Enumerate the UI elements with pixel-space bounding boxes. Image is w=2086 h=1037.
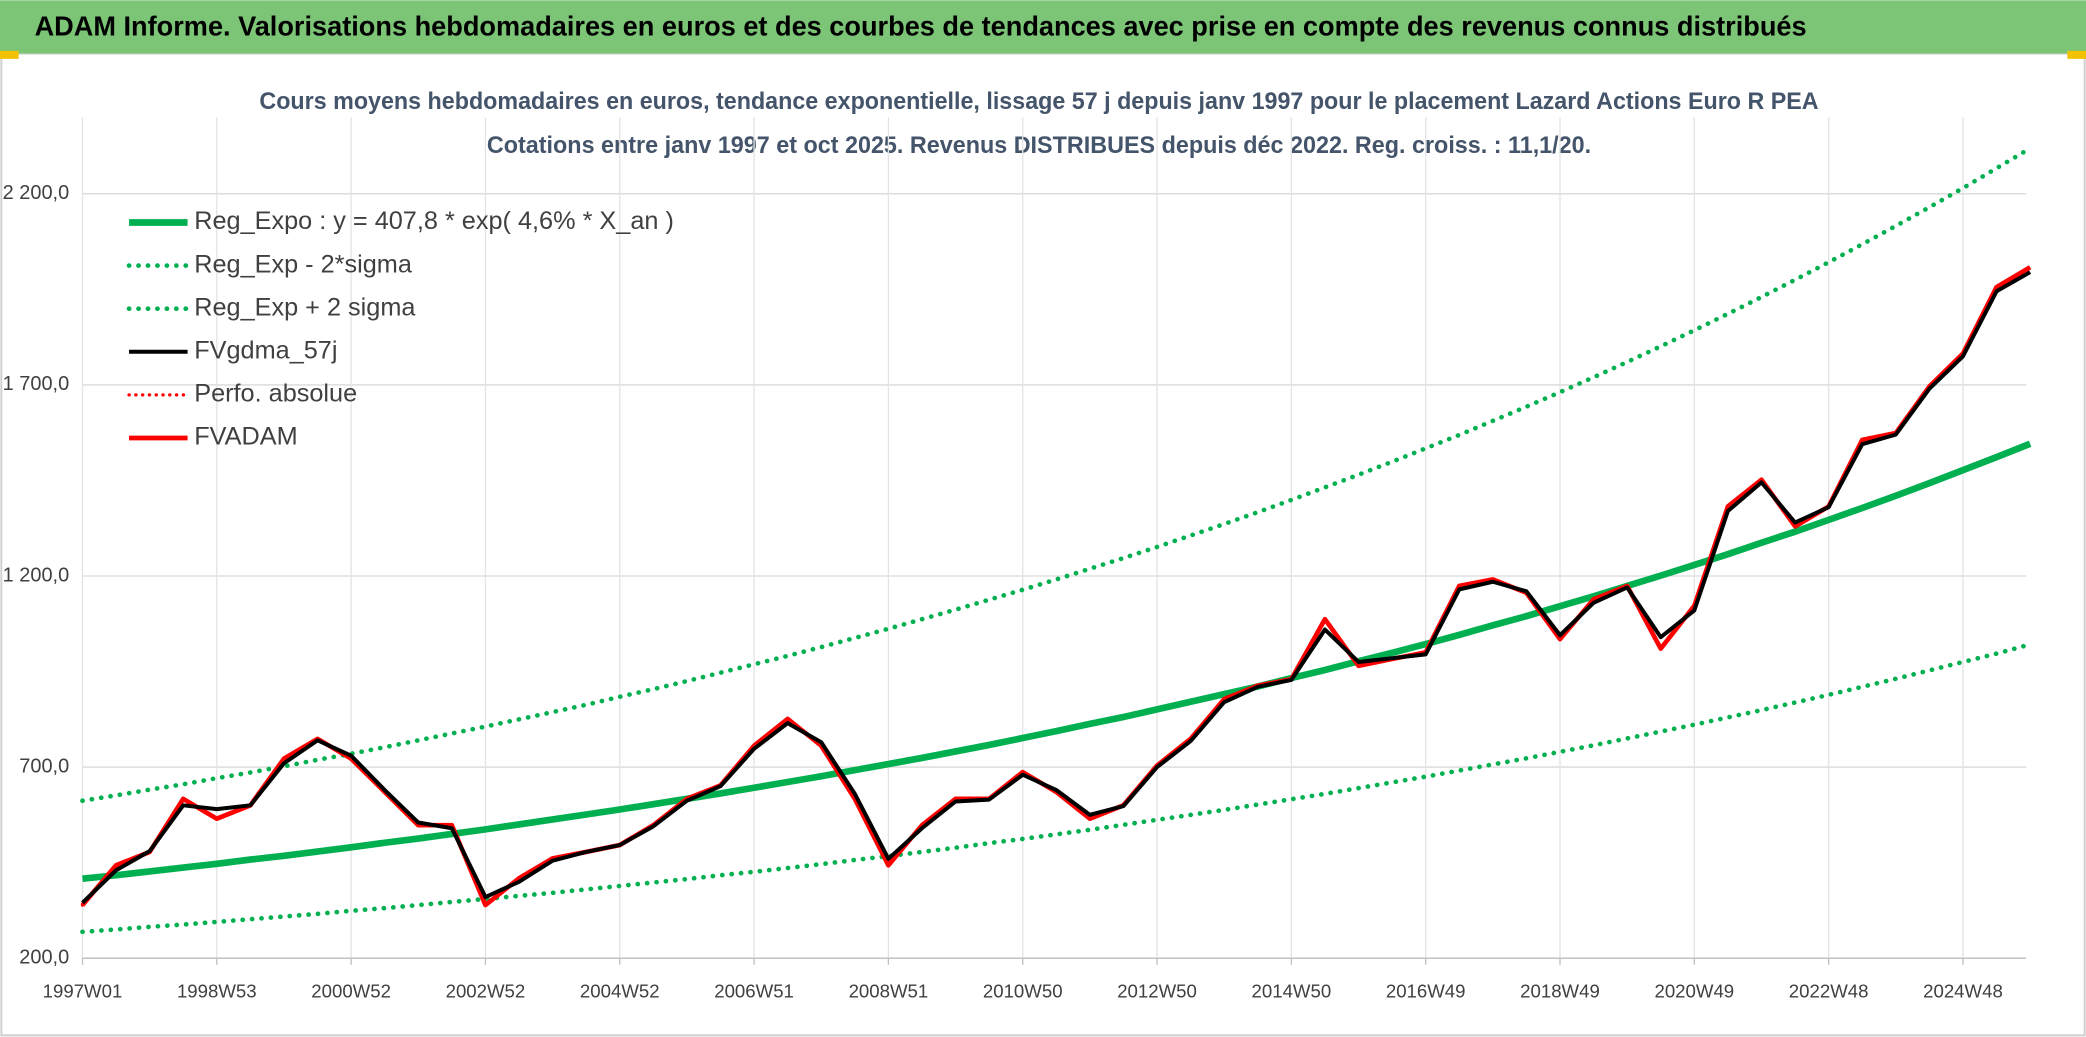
- grid: 200,0 700,0 1 200,0 1 700,0 2 200,0 1997W01 19…: [3, 117, 2027, 1002]
- legend: Reg_Expo : y = 407,8 * exp( 4,6% * X_an …: [126, 207, 674, 451]
- series-line: [81, 270, 2032, 905]
- y-tick-label: 700,0: [19, 755, 69, 777]
- y-tick-label: 1 700,0: [3, 373, 70, 395]
- y-tick-label: 1 200,0: [3, 564, 70, 586]
- y-tick-label: 2 200,0: [3, 182, 70, 204]
- chart-title: Cours moyens hebdomadaires en euros, ten…: [259, 88, 1818, 115]
- title-bar: [0, 0, 2086, 54]
- corner-mark: [2067, 50, 2086, 59]
- x-tick-label: 2002W52: [446, 981, 526, 1002]
- y-tick-label: 200,0: [19, 946, 69, 968]
- series-line: [80, 146, 2033, 804]
- x-tick-label: 2004W52: [580, 981, 660, 1002]
- legend-label: FVADAM: [194, 423, 297, 451]
- corner-mark: [0, 50, 19, 59]
- legend-label: Reg_Expo : y = 407,8 * exp( 4,6% * X_an …: [194, 207, 674, 235]
- x-tick-label: 2022W48: [1789, 981, 1869, 1002]
- x-tick-label: 2024W48: [1923, 981, 2003, 1002]
- x-tick-label: 2014W50: [1252, 981, 1332, 1002]
- x-tick-label: 2010W50: [983, 981, 1063, 1002]
- x-tick-label: 2006W51: [714, 981, 794, 1002]
- x-tick-label: 2008W51: [849, 981, 929, 1002]
- chart-subtitle: Cotations entre janv 1997 et oct 2025. R…: [487, 132, 1591, 159]
- legend-label: Reg_Exp + 2 sigma: [194, 293, 416, 321]
- legend-label: Perfo. absolue: [194, 380, 357, 408]
- x-tick-label: 1998W53: [177, 981, 257, 1002]
- x-tick-label: 2018W49: [1520, 981, 1600, 1002]
- legend-label: Reg_Exp - 2*sigma: [194, 250, 413, 278]
- x-tick-label: 1997W01: [43, 981, 123, 1002]
- x-tick-label: 2020W49: [1654, 981, 1734, 1002]
- x-tick-label: 2016W49: [1386, 981, 1466, 1002]
- legend-label: FVgdma_57j: [194, 336, 337, 364]
- page-title: ADAM Informe. Valorisations hebdomadaire…: [35, 11, 1807, 42]
- x-tick-label: 2012W50: [1117, 981, 1197, 1002]
- series-line: [82, 440, 2032, 883]
- x-tick-label: 2000W52: [311, 981, 391, 1002]
- plot-area: [80, 146, 2033, 935]
